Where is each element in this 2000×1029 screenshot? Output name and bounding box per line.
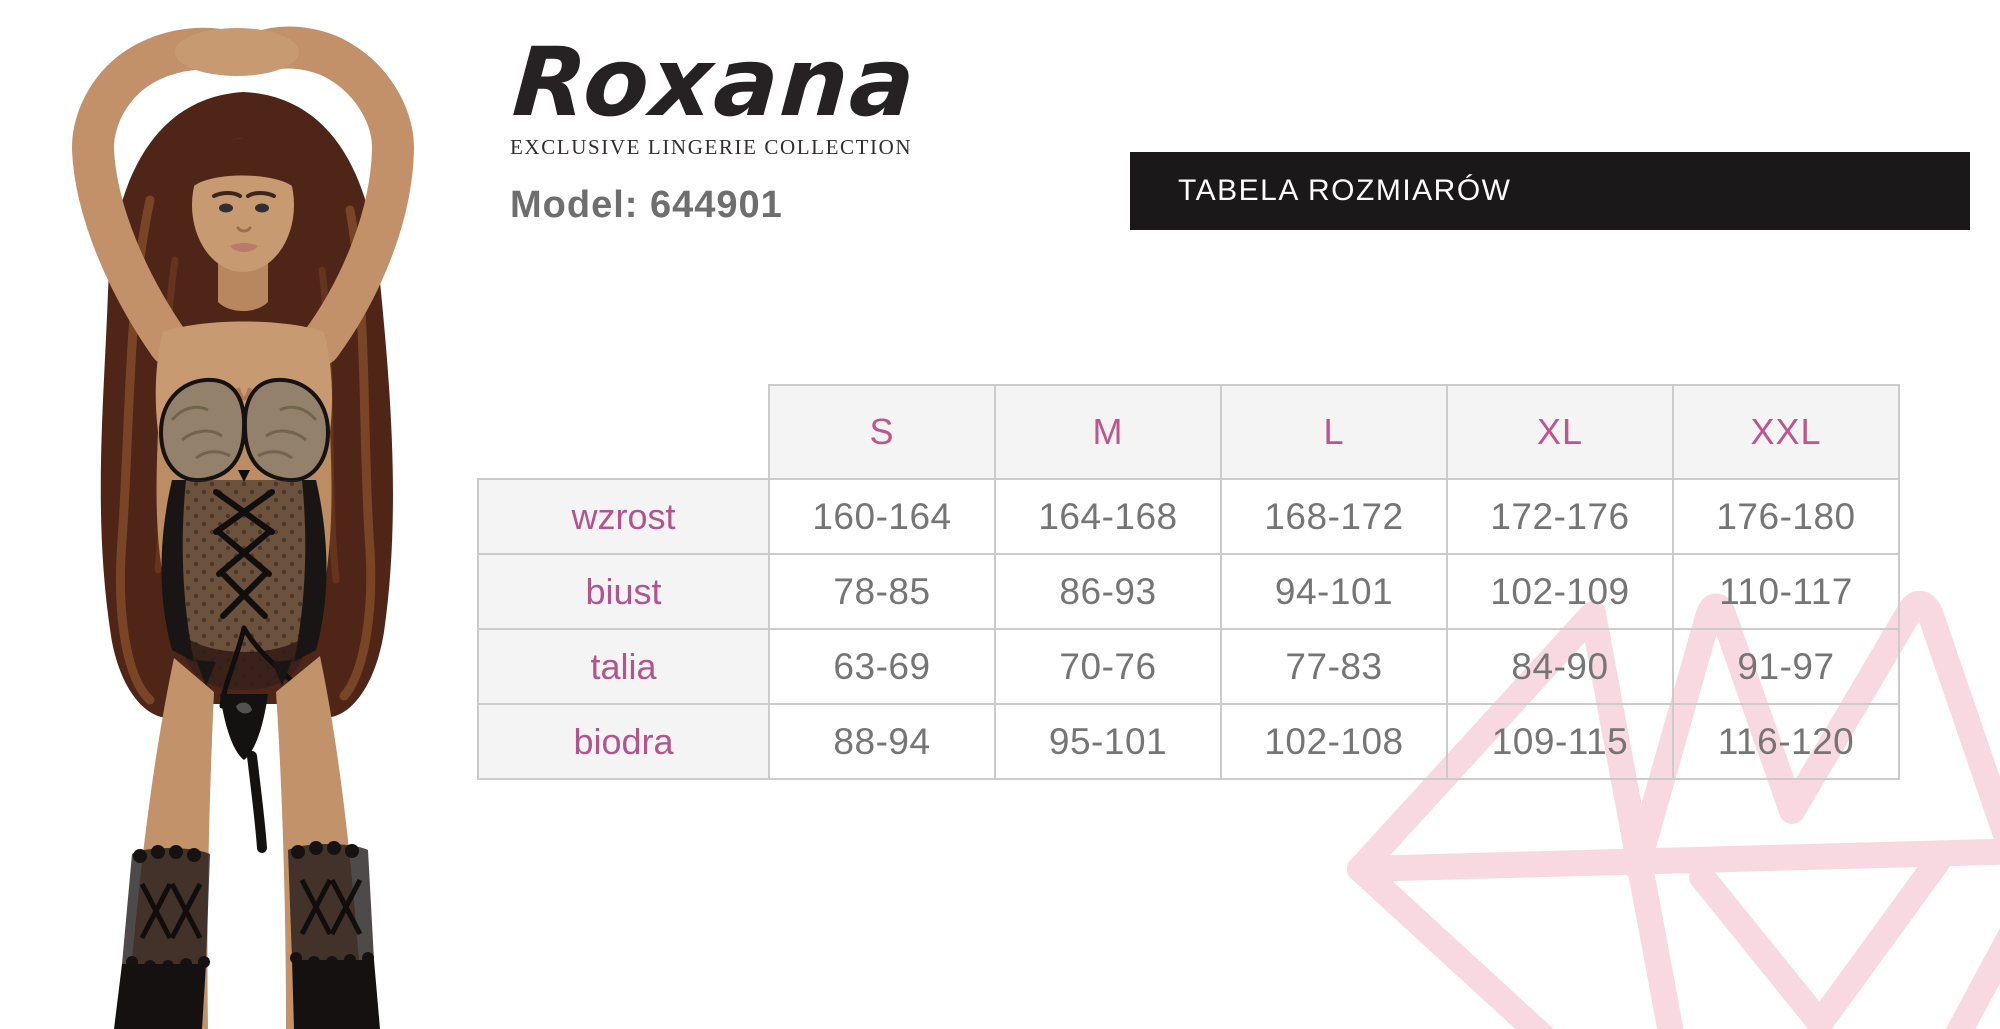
model-photo xyxy=(0,0,500,1029)
cell-biust-xxl: 110-117 xyxy=(1672,553,1900,630)
cell-biust-l: 94-101 xyxy=(1220,553,1448,630)
column-header-s: S xyxy=(768,384,996,480)
cell-biodra-s: 88-94 xyxy=(768,703,996,780)
cell-wzrost-s: 160-164 xyxy=(768,478,996,555)
row-label-biodra: biodra xyxy=(477,703,770,780)
size-table-header-row: S M L XL XXL xyxy=(478,384,1900,480)
column-header-l: L xyxy=(1220,384,1448,480)
brand-tagline: EXCLUSIVE LINGERIE COLLECTION xyxy=(510,135,913,159)
table-row-wzrost: wzrost 160-164 164-168 168-172 172-176 1… xyxy=(477,478,1900,555)
row-label-wzrost: wzrost xyxy=(477,478,770,555)
cell-biodra-xl: 109-115 xyxy=(1446,703,1674,780)
row-label-biust: biust xyxy=(477,553,770,630)
size-table: S M L XL XXL wzrost 160-164 164-168 168-… xyxy=(477,384,1900,780)
cell-biodra-l: 102-108 xyxy=(1220,703,1448,780)
cell-biust-xl: 102-109 xyxy=(1446,553,1674,630)
hands xyxy=(175,28,299,76)
column-header-xxl: XXL xyxy=(1672,384,1900,480)
table-corner-blank xyxy=(478,385,769,479)
cell-talia-l: 77-83 xyxy=(1220,628,1448,705)
banner-title: TABELA ROZMIARÓW xyxy=(1178,174,1512,207)
cell-talia-xl: 84-90 xyxy=(1446,628,1674,705)
model-number: Model: 644901 xyxy=(510,184,783,226)
column-header-m: M xyxy=(994,384,1222,480)
cell-talia-xxl: 91-97 xyxy=(1672,628,1900,705)
table-row-biodra: biodra 88-94 95-101 102-108 109-115 116-… xyxy=(477,703,1900,780)
cell-biust-s: 78-85 xyxy=(768,553,996,630)
brand-logo: Roxana xyxy=(509,28,921,138)
cell-wzrost-l: 168-172 xyxy=(1220,478,1448,555)
cell-talia-m: 70-76 xyxy=(994,628,1222,705)
brand-block: Roxana EXCLUSIVE LINGERIE COLLECTION Mod… xyxy=(510,28,980,227)
cell-wzrost-xl: 172-176 xyxy=(1446,478,1674,555)
column-header-xl: XL xyxy=(1446,384,1674,480)
row-label-talia: talia xyxy=(477,628,770,705)
cell-biodra-xxl: 116-120 xyxy=(1672,703,1900,780)
table-row-biust: biust 78-85 86-93 94-101 102-109 110-117 xyxy=(477,553,1900,630)
cell-talia-s: 63-69 xyxy=(768,628,996,705)
cell-wzrost-m: 164-168 xyxy=(994,478,1222,555)
cell-biodra-m: 95-101 xyxy=(994,703,1222,780)
table-row-talia: talia 63-69 70-76 77-83 84-90 91-97 xyxy=(477,628,1900,705)
cell-biust-m: 86-93 xyxy=(994,553,1222,630)
size-table-banner: TABELA ROZMIARÓW xyxy=(1130,152,1970,230)
cell-wzrost-xxl: 176-180 xyxy=(1672,478,1900,555)
model-photo-illustration xyxy=(72,26,415,1029)
